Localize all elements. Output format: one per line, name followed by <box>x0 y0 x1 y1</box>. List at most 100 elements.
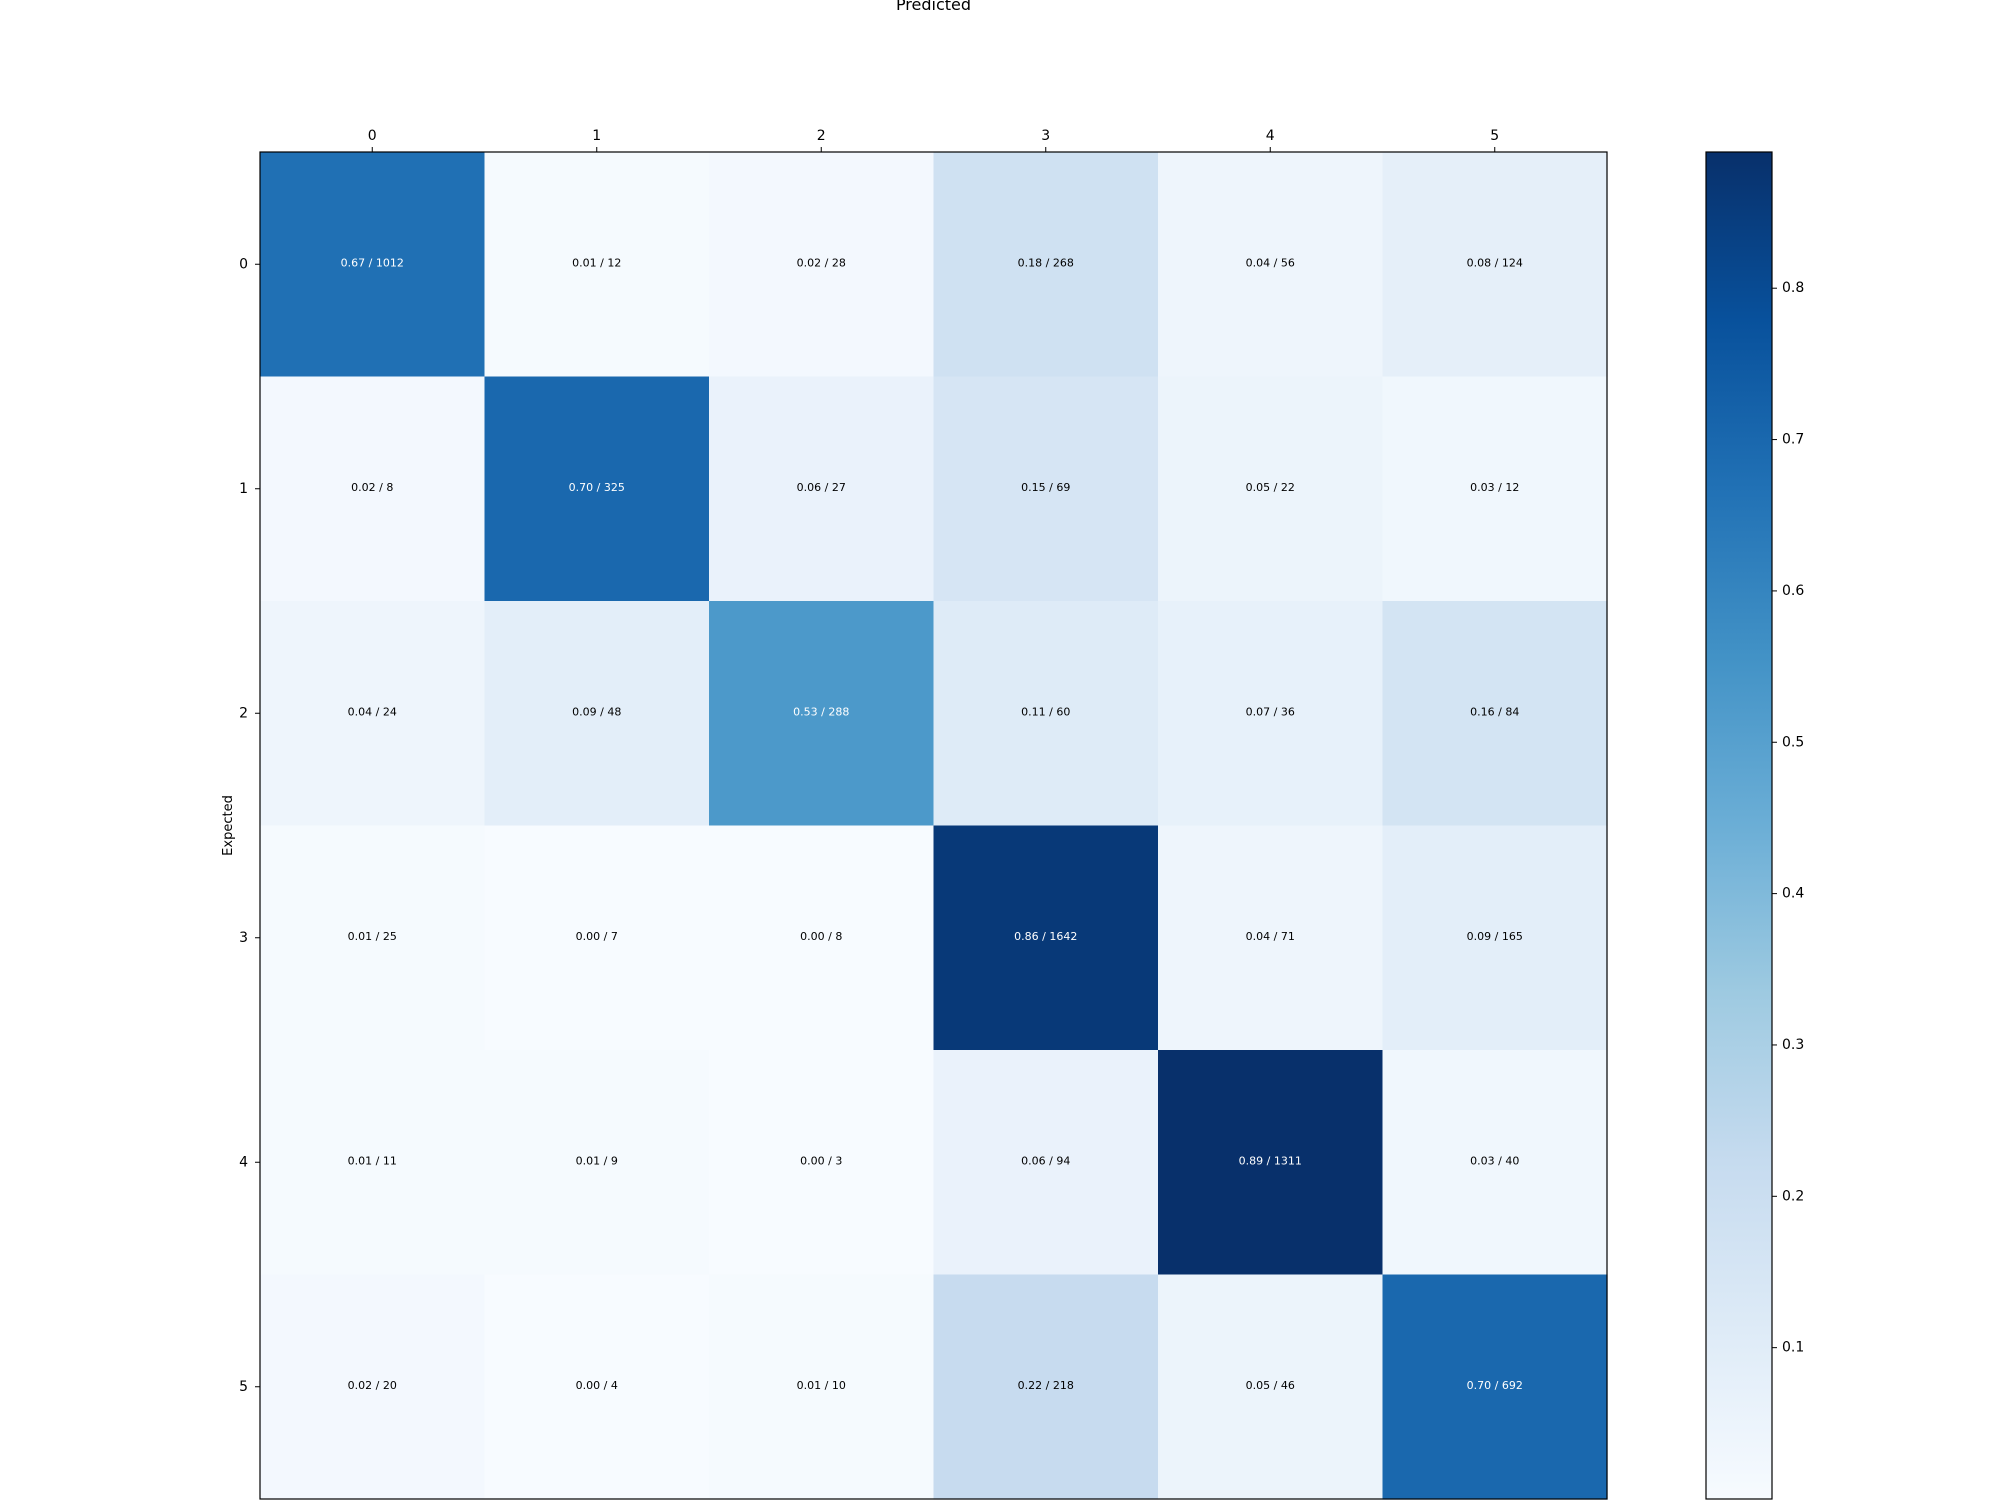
cell-label-r1-c2: 0.06 / 27 <box>797 481 846 494</box>
cell-label-r3-c3: 0.86 / 1642 <box>1014 930 1077 943</box>
cell-label-r0-c5: 0.08 / 124 <box>1467 256 1523 269</box>
cell-label-r1-c5: 0.03 / 12 <box>1470 481 1519 494</box>
cell-label-r4-c5: 0.03 / 40 <box>1470 1154 1519 1167</box>
x-tick-label-3: 3 <box>1041 128 1050 144</box>
y-tick-label-1: 1 <box>239 481 248 497</box>
cell-label-r1-c1: 0.70 / 325 <box>569 481 625 494</box>
cell-r1-c5 <box>1382 376 1608 602</box>
cell-label-r2-c2: 0.53 / 288 <box>793 705 849 718</box>
cell-r3-c4 <box>1158 825 1384 1051</box>
x-tick-label-2: 2 <box>817 128 826 144</box>
x-tick-label-1: 1 <box>592 128 601 144</box>
cell-label-r2-c4: 0.07 / 36 <box>1246 705 1295 718</box>
cell-r0-c1 <box>484 152 710 378</box>
heatmap-cells <box>260 152 1608 1500</box>
cell-r2-c2 <box>709 601 935 827</box>
cell-label-r4-c4: 0.89 / 1311 <box>1239 1154 1302 1167</box>
cell-label-r4-c2: 0.00 / 3 <box>800 1154 842 1167</box>
cell-r0-c5 <box>1382 152 1608 378</box>
cell-label-r2-c0: 0.04 / 24 <box>348 705 397 718</box>
cell-r3-c3 <box>933 825 1159 1051</box>
colorbar-tick-label-7: 0.8 <box>1782 280 1804 296</box>
cell-r2-c1 <box>484 601 710 827</box>
plot-frame <box>259 151 1608 1500</box>
cell-label-r3-c2: 0.00 / 8 <box>800 930 842 943</box>
cell-r0-c0 <box>260 152 486 378</box>
cell-label-r0-c1: 0.01 / 12 <box>572 256 621 269</box>
cell-r3-c2 <box>709 825 935 1051</box>
cell-r1-c3 <box>933 376 1159 602</box>
cell-r4-c5 <box>1382 1050 1608 1276</box>
cell-r5-c1 <box>484 1274 710 1500</box>
colorbar-tick-label-3: 0.4 <box>1782 886 1804 902</box>
cell-r5-c2 <box>709 1274 935 1500</box>
cell-r1-c1 <box>484 376 710 602</box>
y-tick-label-4: 4 <box>239 1154 248 1170</box>
cell-label-r5-c2: 0.01 / 10 <box>797 1379 846 1392</box>
cell-r1-c2 <box>709 376 935 602</box>
colorbar-tick-label-0: 0.1 <box>1782 1340 1804 1356</box>
x-tick-label-0: 0 <box>368 128 377 144</box>
cell-r4-c3 <box>933 1050 1159 1276</box>
cell-label-r0-c4: 0.04 / 56 <box>1246 256 1295 269</box>
colorbar <box>1705 151 1773 1500</box>
x-tick-label-4: 4 <box>1266 128 1275 144</box>
cell-label-r4-c3: 0.06 / 94 <box>1021 1154 1070 1167</box>
cell-label-r4-c0: 0.01 / 11 <box>348 1154 397 1167</box>
colorbar-tick-label-5: 0.6 <box>1782 583 1804 599</box>
cell-r4-c0 <box>260 1050 486 1276</box>
cell-r4-c1 <box>484 1050 710 1276</box>
cell-r3-c0 <box>260 825 486 1051</box>
x-tick-label-5: 5 <box>1490 128 1499 144</box>
cell-label-r3-c0: 0.01 / 25 <box>348 930 397 943</box>
cell-label-r0-c0: 0.67 / 1012 <box>341 256 404 269</box>
cell-r5-c0 <box>260 1274 486 1500</box>
cell-r3-c5 <box>1382 825 1608 1051</box>
colorbar-tick-label-6: 0.7 <box>1782 432 1804 448</box>
y-tick-label-5: 5 <box>239 1379 248 1395</box>
cell-r0-c4 <box>1158 152 1384 378</box>
y-tick-label-3: 3 <box>239 930 248 946</box>
cell-label-r2-c1: 0.09 / 48 <box>572 705 621 718</box>
cell-r0-c2 <box>709 152 935 378</box>
cell-label-r5-c3: 0.22 / 218 <box>1018 1379 1074 1392</box>
cell-label-r0-c2: 0.02 / 28 <box>797 256 846 269</box>
cell-r1-c4 <box>1158 376 1384 602</box>
cell-r2-c5 <box>1382 601 1608 827</box>
cell-r1-c0 <box>260 376 486 602</box>
cell-label-r0-c3: 0.18 / 268 <box>1018 256 1074 269</box>
cell-label-r5-c4: 0.05 / 46 <box>1246 1379 1295 1392</box>
cell-r5-c5 <box>1382 1274 1608 1500</box>
cell-label-r5-c0: 0.02 / 20 <box>348 1379 397 1392</box>
y-axis-title: Expected <box>221 795 236 856</box>
cell-label-r5-c5: 0.70 / 692 <box>1467 1379 1523 1392</box>
colorbar-ticks: 0.1 0.2 0.3 0.4 0.5 0.6 0.7 0.8 <box>1772 280 1804 1356</box>
cell-r5-c3 <box>933 1274 1159 1500</box>
cell-r0-c3 <box>933 152 1159 378</box>
cell-label-r5-c1: 0.00 / 4 <box>576 1379 618 1392</box>
cell-label-r2-c5: 0.16 / 84 <box>1470 705 1519 718</box>
colorbar-tick-label-4: 0.5 <box>1782 734 1804 750</box>
x-axis-title: Predicted <box>896 0 971 14</box>
cell-r2-c4 <box>1158 601 1384 827</box>
cell-label-r1-c0: 0.02 / 8 <box>351 481 393 494</box>
colorbar-tick-label-1: 0.2 <box>1782 1188 1804 1204</box>
x-axis-ticks: 0 1 2 3 4 5 <box>368 128 1499 152</box>
colorbar-tick-label-2: 0.3 <box>1782 1037 1804 1053</box>
cell-label-r3-c4: 0.04 / 71 <box>1246 930 1295 943</box>
cell-label-r4-c1: 0.01 / 9 <box>576 1154 618 1167</box>
cell-label-r3-c5: 0.09 / 165 <box>1467 930 1523 943</box>
y-tick-label-2: 2 <box>239 705 248 721</box>
cell-r3-c1 <box>484 825 710 1051</box>
cell-label-r1-c4: 0.05 / 22 <box>1246 481 1295 494</box>
cell-r4-c2 <box>709 1050 935 1276</box>
cell-label-r2-c3: 0.11 / 60 <box>1021 705 1070 718</box>
cell-r4-c4 <box>1158 1050 1384 1276</box>
cell-r2-c3 <box>933 601 1159 827</box>
cell-label-r3-c1: 0.00 / 7 <box>576 930 618 943</box>
cell-r2-c0 <box>260 601 486 827</box>
heatmap-cell-labels: 0.67 / 1012 0.01 / 12 0.02 / 28 0.18 / 268 0… <box>341 256 1523 1392</box>
y-axis-ticks: 0 1 2 3 4 5 <box>239 256 260 1395</box>
cell-r5-c4 <box>1158 1274 1384 1500</box>
